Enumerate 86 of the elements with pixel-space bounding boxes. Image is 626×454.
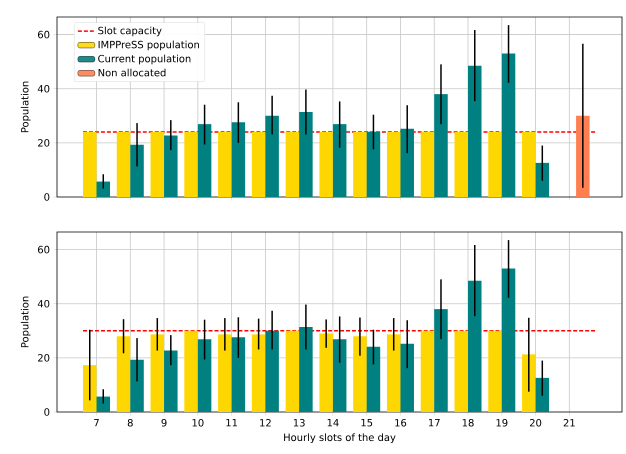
bar (332, 124, 346, 197)
bar (454, 132, 468, 197)
x-tick-label: 18 (462, 418, 474, 427)
bar (420, 132, 434, 197)
y-tick-label: 20 (38, 139, 50, 147)
bar (502, 268, 516, 412)
bar (150, 132, 164, 197)
x-tick-label: 21 (564, 418, 575, 426)
bar (164, 350, 178, 412)
bar (353, 336, 367, 412)
bar (319, 334, 333, 412)
bar (150, 334, 164, 412)
x-tick-label: 17 (428, 419, 440, 426)
bar (116, 336, 130, 412)
bar (366, 346, 380, 412)
bar (116, 132, 130, 197)
x-tick-label: 7 (94, 419, 99, 426)
bar (218, 334, 232, 412)
bar (536, 162, 550, 197)
bar (218, 132, 232, 197)
bar (130, 360, 144, 412)
bar (386, 334, 400, 412)
x-tick-label: 20 (530, 418, 542, 427)
bar (286, 132, 300, 197)
bar (386, 132, 400, 197)
bar (576, 116, 590, 197)
bar (232, 337, 246, 412)
bar (420, 330, 434, 412)
bar (522, 132, 536, 197)
x-tick-label: 13 (294, 418, 305, 427)
bar (232, 122, 246, 197)
bar (488, 132, 502, 197)
x-tick-label: 8 (128, 418, 133, 427)
y-axis-title: Population (20, 296, 30, 348)
bar (198, 124, 212, 197)
y-tick-label: 20 (38, 354, 50, 362)
bar (502, 54, 516, 197)
y-tick-label: 0 (44, 408, 50, 416)
bar (522, 354, 536, 412)
bar (366, 132, 380, 197)
bar (96, 182, 110, 197)
bar (319, 132, 333, 197)
y-axis-title: Population (20, 82, 30, 132)
bar (252, 334, 266, 412)
y-tick-label: 40 (38, 84, 50, 92)
bar (184, 132, 198, 197)
bar (252, 132, 266, 197)
bar (353, 132, 367, 197)
bar (400, 128, 414, 197)
bar (488, 330, 502, 412)
bar (265, 116, 279, 197)
bar (198, 339, 212, 412)
legend-label: IMPPreSS population (98, 40, 200, 50)
bar (434, 94, 448, 197)
legend-label: Slot capacity (98, 26, 162, 36)
bar (400, 344, 414, 412)
bar (164, 136, 178, 197)
y-tick-label: 60 (38, 30, 50, 38)
y-tick-label: 0 (44, 193, 50, 201)
bar (265, 330, 279, 412)
bar (299, 112, 313, 197)
legend-label: Current population (98, 54, 190, 64)
bar (468, 66, 482, 197)
x-tick-label: 10 (192, 418, 204, 427)
x-tick-label: 16 (395, 418, 406, 427)
bar (332, 339, 346, 412)
bar (83, 132, 97, 197)
x-tick-label: 12 (260, 418, 271, 426)
bar (299, 327, 313, 412)
y-tick-label: 60 (38, 246, 50, 254)
bar (130, 144, 144, 197)
bar (536, 378, 550, 412)
bar (96, 396, 110, 412)
x-axis-title: Hourly slots of the day (284, 433, 396, 444)
x-tick-label: 9 (162, 418, 167, 427)
x-tick-label: 11 (226, 419, 238, 426)
x-tick-label: 14 (328, 419, 339, 426)
bar (454, 330, 468, 412)
legend-label: Non allocated (98, 68, 166, 76)
bar (434, 309, 448, 412)
x-tick-label: 19 (496, 418, 508, 427)
x-tick-label: 15 (361, 419, 372, 426)
y-tick-label: 40 (38, 300, 50, 308)
bar (286, 330, 300, 412)
bar (468, 280, 482, 412)
bar (184, 330, 198, 412)
